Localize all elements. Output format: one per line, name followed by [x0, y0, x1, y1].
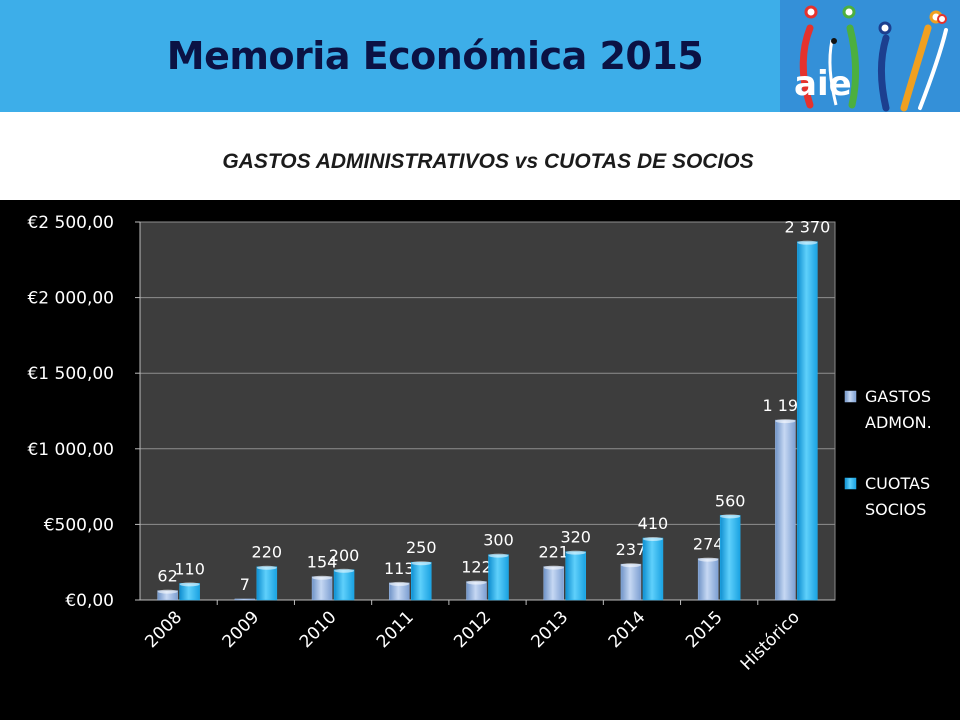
data-label: 300 [483, 531, 514, 550]
legend-swatch [844, 390, 857, 403]
bar-cap [334, 568, 355, 573]
bar-cuotas [642, 537, 664, 601]
chart-title: GASTOS ADMINISTRATIVOS vs CUOTAS DE SOCI… [222, 150, 754, 173]
data-label: 62 [157, 567, 177, 586]
data-label: 110 [174, 559, 205, 578]
bar-gastos [543, 566, 564, 601]
bar-cuotas [719, 515, 741, 601]
data-label: 410 [638, 514, 669, 533]
bar-cap [389, 581, 410, 586]
bar-gastos [620, 563, 642, 601]
data-label: 274 [693, 535, 724, 554]
bar-cap [620, 563, 641, 568]
data-label: 154 [307, 553, 338, 572]
data-label: 122 [461, 558, 492, 577]
y-tick-label: €2 000,00 [27, 289, 114, 309]
bar-cuotas [256, 566, 278, 601]
x-tick-label: 2010 [296, 607, 341, 652]
bar-cap [157, 589, 178, 594]
legend-label: GASTOS [865, 387, 931, 406]
data-label: 7 [240, 575, 250, 594]
x-tick-label: 2009 [219, 607, 264, 652]
bar-cuotas [797, 241, 818, 601]
y-tick-label: €1 000,00 [27, 440, 114, 460]
data-label: 221 [538, 543, 569, 562]
data-label: 320 [560, 528, 591, 547]
legend-label: CUOTAS [865, 474, 930, 493]
legend-label: SOCIOS [865, 500, 926, 519]
data-label: 250 [406, 538, 437, 557]
header-bar: Memoria Económica 2015 aie [0, 0, 960, 112]
x-tick-label: 2011 [373, 607, 418, 652]
page-title: Memoria Económica 2015 [166, 34, 704, 78]
bar-cuotas [333, 569, 355, 601]
data-label: 560 [715, 491, 746, 510]
bar-cap [775, 419, 796, 424]
y-tick-label: €2 500,00 [27, 213, 114, 233]
x-tick-label: 2015 [682, 607, 727, 652]
chart-area: €0,00 €500,00 €1 000,00 €1 500,00 €2 000,00 €… [0, 200, 960, 720]
bar-cuotas [411, 561, 432, 601]
plot-area: €0,00 €500,00 €1 000,00 €1 500,00 €2 000,00 €… [27, 213, 836, 674]
bar-cap [256, 565, 277, 570]
bar-cap [466, 580, 487, 585]
data-label: 200 [329, 546, 360, 565]
bar-cap [797, 240, 818, 245]
bar-cap [179, 582, 200, 587]
x-tick-label: 2014 [605, 607, 650, 652]
plot-background [139, 221, 836, 601]
bar-cap [411, 561, 432, 566]
x-tick-label: 2012 [450, 607, 495, 652]
y-tick-label: €1 500,00 [27, 364, 114, 384]
data-label: 2 370 [784, 218, 830, 237]
legend-label: ADMON. [865, 413, 932, 432]
legend-swatch [844, 477, 857, 490]
logo-text: aie [794, 64, 852, 104]
bar-cap [720, 514, 741, 519]
bar-cap [642, 537, 663, 542]
bar-gastos [311, 576, 333, 601]
x-tick-label: Histórico [737, 607, 804, 674]
data-label: 113 [384, 559, 415, 578]
logo-graphic: aie [794, 5, 948, 112]
data-label: 220 [252, 543, 283, 562]
bar-cap [312, 575, 333, 580]
x-tick-label: 2013 [528, 607, 573, 652]
bar-gastos [697, 558, 719, 601]
bar-cap [488, 553, 509, 558]
bar-cuotas [488, 554, 509, 601]
data-label: 237 [616, 540, 647, 559]
bar-cuotas [565, 551, 586, 601]
bar-chart: €0,00 €500,00 €1 000,00 €1 500,00 €2 000,00 €… [27, 213, 932, 674]
bar-gastos [234, 598, 256, 601]
bar-cap [543, 565, 564, 570]
data-label: 1 190 [762, 396, 808, 415]
y-tick-label: €500,00 [44, 515, 114, 535]
bar-cap [565, 550, 586, 555]
x-tick-label: 2008 [141, 607, 186, 652]
aie-logo: aie [780, 0, 960, 112]
legend: GASTOS ADMON. CUOTAS SOCIOS [844, 387, 932, 519]
y-tick-label: €0,00 [65, 591, 114, 611]
bar-cap [698, 557, 719, 562]
bar-gastos [775, 419, 796, 601]
